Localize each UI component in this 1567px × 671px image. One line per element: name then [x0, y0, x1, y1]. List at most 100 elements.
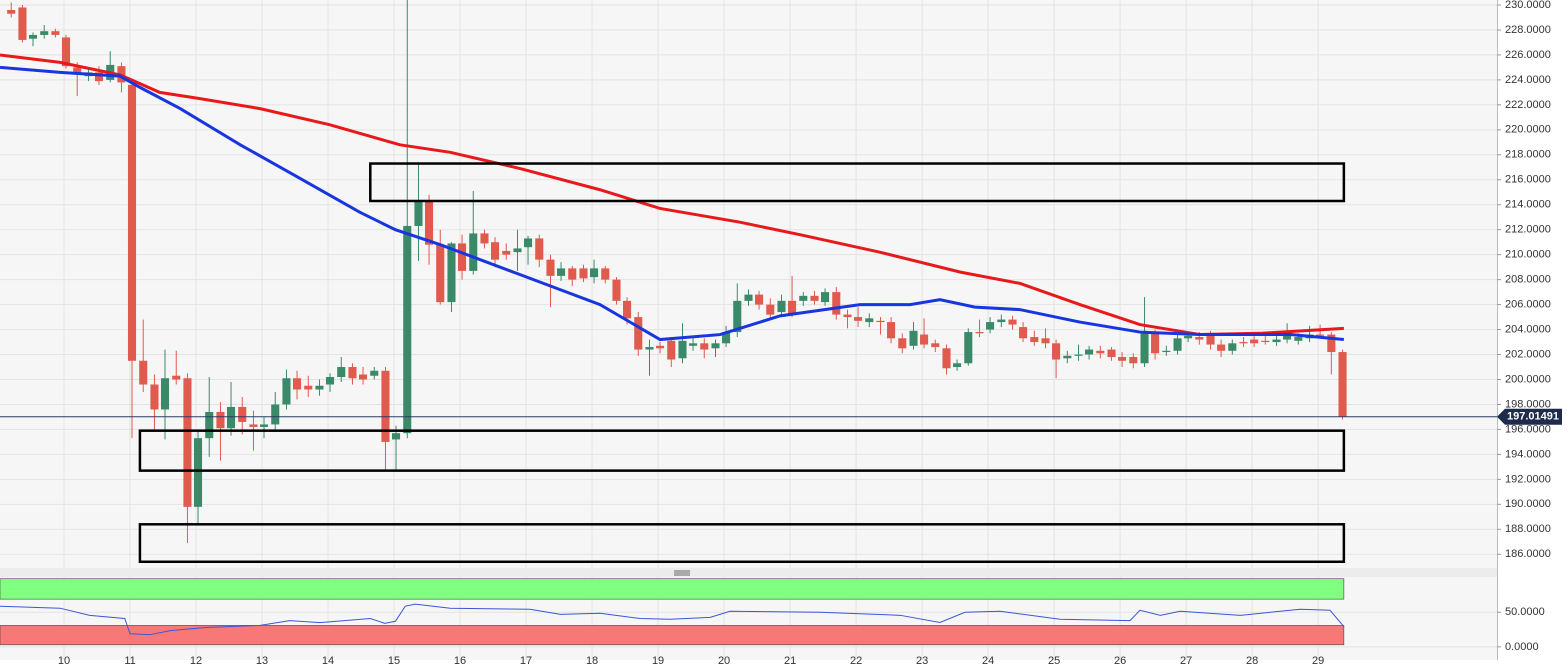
y-tick-label: 220.0000	[1505, 124, 1551, 136]
candle-body	[183, 378, 192, 507]
candle-body	[557, 268, 566, 276]
y-tick-label: 198.0000	[1505, 398, 1551, 410]
pane-divider[interactable]	[0, 568, 1497, 577]
price-zone	[369, 162, 1346, 203]
candle-body	[205, 411, 214, 439]
y-tick-label: 204.0000	[1505, 323, 1551, 335]
x-tick-label: 13	[256, 655, 268, 667]
candle-body	[667, 340, 676, 360]
y-tick-label: 202.0000	[1505, 348, 1551, 360]
candle-body	[843, 314, 852, 318]
candle-body	[1030, 337, 1039, 343]
candle-body	[832, 292, 841, 315]
candle-body	[1184, 335, 1193, 339]
candle-body	[18, 7, 27, 40]
x-tick-label: 17	[520, 655, 532, 667]
oscillator-band	[0, 625, 1345, 646]
candle-body	[249, 424, 258, 427]
candle-body	[568, 268, 577, 280]
y-tick-label: 200.0000	[1505, 373, 1551, 385]
y-tick-label: 196.0000	[1505, 423, 1551, 435]
candle-body	[292, 378, 302, 390]
candle-body	[1217, 344, 1226, 351]
candle-body	[304, 385, 313, 390]
candle-body	[590, 268, 599, 278]
candle-body	[315, 385, 324, 390]
moving-average-line	[0, 53, 1344, 337]
candle-body	[259, 424, 269, 427]
candle-body	[788, 300, 797, 314]
x-tick-label: 28	[1246, 655, 1258, 667]
candle-body	[799, 295, 808, 301]
candle-body	[370, 370, 379, 376]
y-tick-label: 214.0000	[1505, 199, 1551, 211]
candle-body	[854, 317, 863, 321]
last-price-box	[1497, 408, 1562, 425]
y-tick-label: 0.0000	[1505, 641, 1539, 653]
y-tick-label: 226.0000	[1505, 49, 1551, 61]
candle-body	[1261, 340, 1270, 343]
candle-body	[733, 300, 742, 333]
candle-body	[1140, 333, 1149, 364]
candle-body	[887, 322, 896, 339]
candle-body	[535, 238, 544, 260]
candle-body	[953, 363, 962, 368]
candle-body	[777, 300, 786, 313]
x-tick-label: 23	[916, 655, 928, 667]
candle-body	[1129, 357, 1138, 364]
candle-body	[94, 72, 104, 82]
y-tick-label: 230.0000	[1505, 0, 1551, 11]
candle-body	[513, 248, 522, 253]
candle-body	[238, 406, 247, 422]
candle-body	[546, 259, 555, 276]
candle-body	[865, 318, 874, 323]
y-tick-label: 190.0000	[1505, 498, 1551, 510]
candle-body	[1316, 334, 1325, 336]
candle-body	[172, 375, 181, 380]
x-tick-label: 12	[190, 655, 202, 667]
candle-body	[656, 345, 665, 349]
candle-body	[1096, 350, 1105, 354]
candle-body	[73, 67, 82, 74]
candle-body	[1118, 357, 1127, 361]
candle-body	[744, 294, 753, 301]
candle-body	[381, 370, 390, 442]
x-tick-label: 27	[1180, 655, 1192, 667]
candle-body	[51, 31, 60, 35]
candle-body	[898, 338, 907, 349]
x-tick-label: 22	[850, 655, 862, 667]
y-tick-label: 194.0000	[1505, 448, 1551, 460]
candle-body	[216, 411, 225, 429]
candle-body	[491, 242, 500, 260]
y-tick-label: 208.0000	[1505, 274, 1551, 286]
candle-body	[1228, 343, 1237, 351]
candle-body	[612, 279, 621, 301]
candle-body	[1206, 335, 1215, 345]
x-tick-label: 26	[1114, 655, 1126, 667]
candle-body	[986, 322, 995, 330]
candle-body	[403, 225, 412, 434]
x-tick-label: 20	[718, 655, 730, 667]
candle-body	[480, 233, 489, 244]
x-tick-label: 15	[388, 655, 400, 667]
candle-body	[40, 31, 49, 35]
candle-body	[711, 343, 720, 349]
x-tick-label: 18	[586, 655, 598, 667]
y-tick-label: 186.0000	[1505, 548, 1551, 560]
candle-body	[1173, 338, 1182, 351]
y-tick-label: 218.0000	[1505, 149, 1551, 161]
candle-body	[601, 268, 610, 280]
candle-body	[876, 320, 885, 323]
candle-body	[645, 347, 654, 350]
candle-body	[1327, 334, 1336, 353]
candle-body	[1195, 337, 1204, 340]
candle-body	[447, 243, 456, 303]
candle-body	[150, 384, 159, 410]
candle-body	[920, 334, 929, 345]
candle-body	[7, 9, 16, 14]
candle-body	[436, 244, 445, 303]
x-tick-label: 29	[1312, 655, 1324, 667]
candle-body	[1283, 334, 1292, 340]
